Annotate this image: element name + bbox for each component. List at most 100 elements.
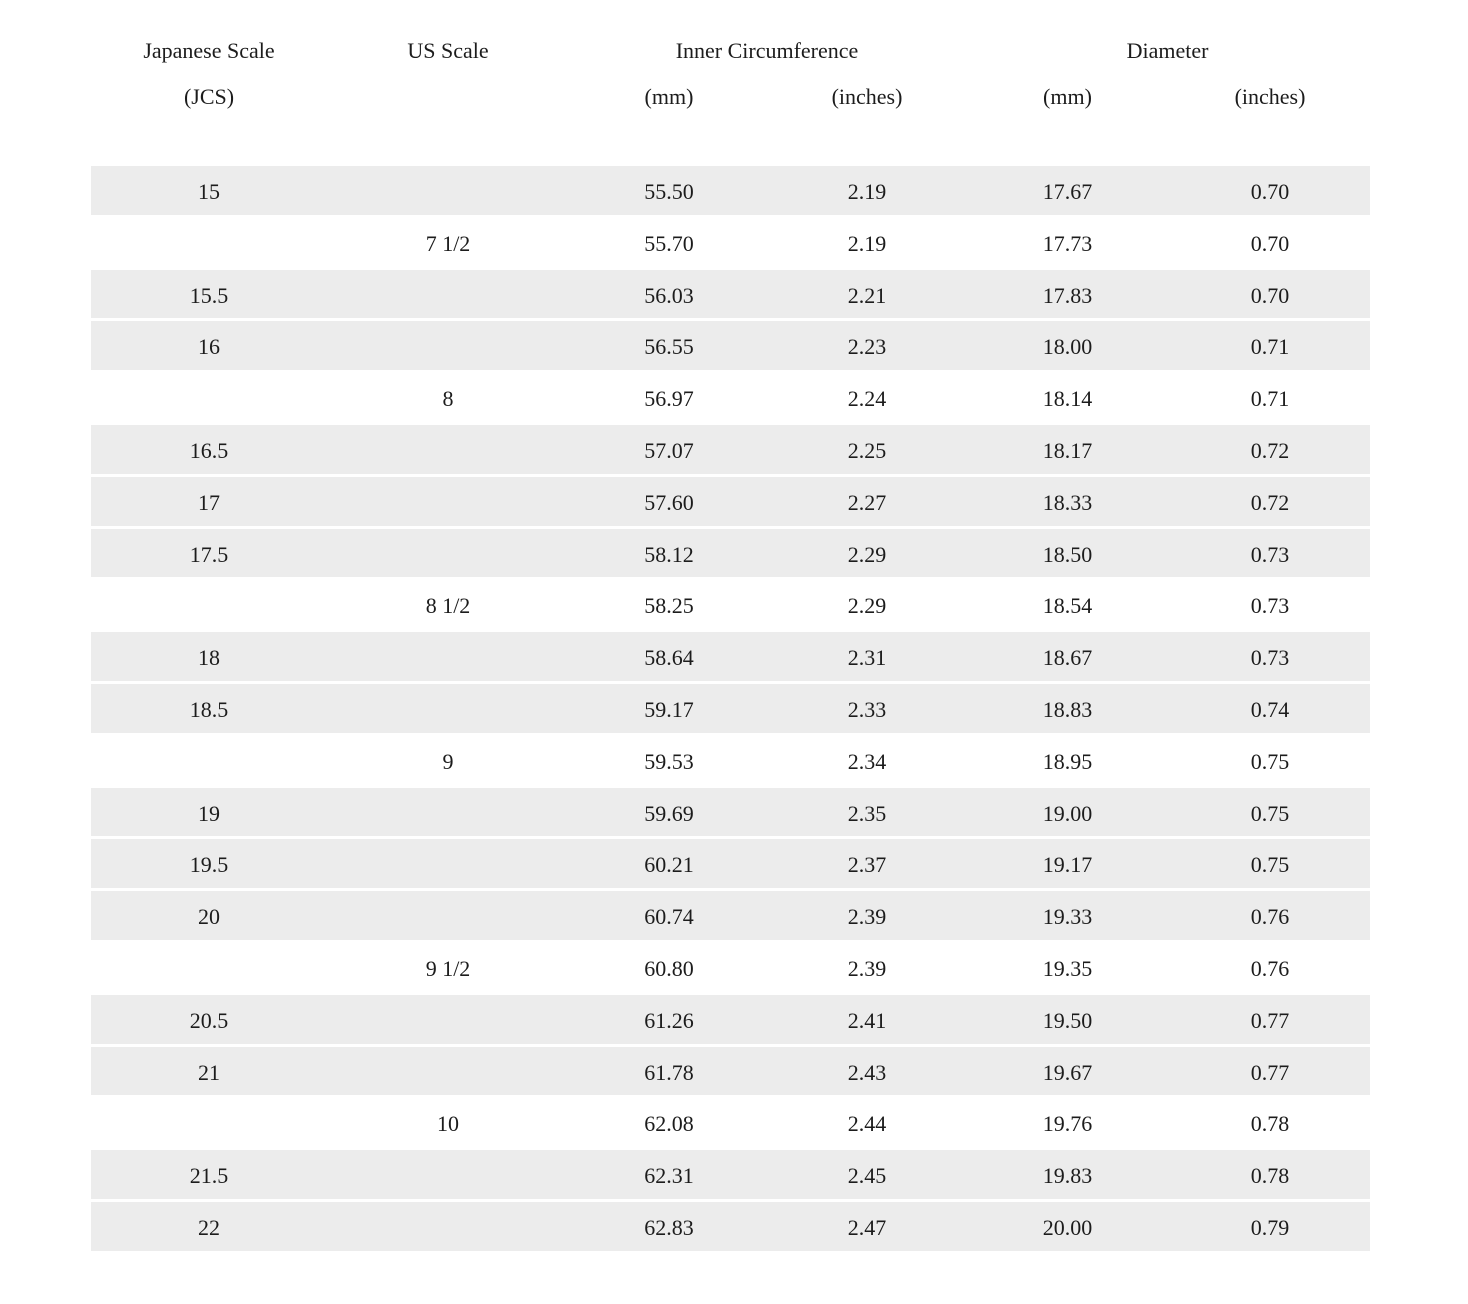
cell-jcs-size: 18.5 xyxy=(189,696,229,722)
cell-diameter-mm: 17.73 xyxy=(1042,230,1093,256)
cell-inner-circumference-inches: 2.19 xyxy=(847,179,887,204)
table-row: 17 57.60 2.27 18.33 0.72 xyxy=(91,476,1370,529)
cell-us-size xyxy=(327,995,569,1044)
cell-inner-circumference-inches: 2.19 xyxy=(847,230,887,256)
cell-inner-circumference-mm: 62.08 xyxy=(644,1111,694,1137)
cell-us-size xyxy=(327,1047,569,1096)
cell-diameter-inches: 0.72 xyxy=(1250,489,1290,515)
cell-jcs-size: 21.5 xyxy=(189,1163,229,1189)
cell-jcs-size: 17.5 xyxy=(189,541,229,567)
cell-jcs-size: 16 xyxy=(198,334,220,360)
cell-inner-circumference-inches: 2.45 xyxy=(847,1163,887,1189)
table-row: 21.5 62.31 2.45 19.83 0.78 xyxy=(91,1150,1370,1202)
cell-jcs-size: 19 xyxy=(198,800,220,826)
cell-diameter-mm: 18.17 xyxy=(1042,437,1093,463)
header-inner-circumference: Inner Circumference xyxy=(675,38,859,63)
header-circumference-inches-unit: (inches) xyxy=(831,84,903,109)
cell-us-size: 9 xyxy=(442,748,454,774)
cell-diameter-mm: 18.33 xyxy=(1042,489,1093,515)
cell-inner-circumference-inches: 2.35 xyxy=(847,800,887,826)
cell-diameter-inches: 0.72 xyxy=(1250,437,1290,463)
cell-us-size xyxy=(327,270,569,319)
cell-diameter-mm: 19.83 xyxy=(1042,1163,1093,1189)
cell-inner-circumference-inches: 2.23 xyxy=(847,334,887,360)
cell-jcs-size: 20 xyxy=(198,904,220,930)
cell-inner-circumference-mm: 60.74 xyxy=(644,904,694,930)
cell-us-size xyxy=(327,788,569,837)
cell-inner-circumference-mm: 58.25 xyxy=(644,593,694,619)
header-diameter-inches-unit: (inches) xyxy=(1234,84,1306,109)
cell-diameter-inches: 0.71 xyxy=(1250,334,1290,360)
cell-diameter-mm: 19.35 xyxy=(1042,955,1093,981)
cell-jcs-size: 17 xyxy=(198,489,220,515)
cell-us-size: 8 1/2 xyxy=(425,593,471,619)
cell-jcs-size: 20.5 xyxy=(189,1007,229,1033)
cell-inner-circumference-inches: 2.24 xyxy=(847,386,887,412)
table-row: 8 56.97 2.24 18.14 0.71 xyxy=(91,373,1370,425)
cell-diameter-mm: 19.50 xyxy=(1042,1007,1093,1033)
header-circumference-mm-unit: (mm) xyxy=(644,84,694,109)
cell-inner-circumference-mm: 62.83 xyxy=(644,1214,694,1240)
cell-us-size xyxy=(327,1150,569,1199)
cell-us-size xyxy=(327,1202,569,1251)
cell-inner-circumference-mm: 59.17 xyxy=(644,696,694,722)
cell-us-size xyxy=(327,166,569,215)
cell-diameter-mm: 18.83 xyxy=(1042,696,1093,722)
cell-diameter-inches: 0.70 xyxy=(1250,282,1290,308)
cell-diameter-mm: 17.83 xyxy=(1042,282,1093,308)
cell-jcs-size xyxy=(91,218,327,267)
cell-diameter-inches: 0.74 xyxy=(1250,696,1290,722)
cell-inner-circumference-mm: 56.03 xyxy=(644,282,694,308)
cell-jcs-size xyxy=(91,1098,327,1147)
cell-inner-circumference-inches: 2.34 xyxy=(847,748,887,774)
cell-inner-circumference-inches: 2.37 xyxy=(847,852,887,878)
cell-diameter-inches: 0.75 xyxy=(1250,800,1290,826)
cell-inner-circumference-mm: 58.64 xyxy=(644,645,694,671)
header-row-titles: Japanese Scale US Scale Inner Circumfere… xyxy=(91,36,1370,66)
table-row: 21 61.78 2.43 19.67 0.77 xyxy=(91,1046,1370,1099)
cell-inner-circumference-inches: 2.33 xyxy=(847,696,887,722)
cell-inner-circumference-mm: 61.26 xyxy=(644,1007,694,1033)
cell-diameter-inches: 0.76 xyxy=(1250,904,1290,930)
cell-diameter-mm: 19.67 xyxy=(1042,1059,1093,1085)
cell-inner-circumference-mm: 61.78 xyxy=(644,1059,694,1085)
cell-inner-circumference-inches: 2.31 xyxy=(847,645,887,671)
cell-diameter-mm: 18.54 xyxy=(1042,593,1093,619)
table-row: 16.5 57.07 2.25 18.17 0.72 xyxy=(91,424,1370,477)
cell-inner-circumference-inches: 2.41 xyxy=(847,1007,887,1033)
cell-diameter-inches: 0.75 xyxy=(1250,748,1290,774)
cell-diameter-mm: 19.76 xyxy=(1042,1111,1093,1137)
cell-jcs-size: 16.5 xyxy=(189,437,229,463)
cell-us-size: 10 xyxy=(437,1111,459,1137)
cell-diameter-inches: 0.73 xyxy=(1250,541,1290,567)
cell-diameter-inches: 0.79 xyxy=(1250,1214,1290,1240)
table-row: 15 55.50 2.19 17.67 0.70 xyxy=(91,166,1370,218)
table-row: 20.5 61.26 2.41 19.50 0.77 xyxy=(91,994,1370,1047)
cell-diameter-inches: 0.71 xyxy=(1250,386,1290,412)
cell-us-size xyxy=(327,891,569,940)
cell-inner-circumference-inches: 2.29 xyxy=(847,593,887,619)
cell-diameter-mm: 17.67 xyxy=(1042,179,1093,204)
cell-inner-circumference-mm: 56.97 xyxy=(644,386,694,412)
cell-inner-circumference-inches: 2.44 xyxy=(847,1111,887,1137)
table-row: 15.5 56.03 2.21 17.83 0.70 xyxy=(91,269,1370,322)
cell-us-size xyxy=(327,529,569,578)
header-diameter-mm-unit: (mm) xyxy=(1043,84,1092,109)
cell-diameter-mm: 19.00 xyxy=(1042,800,1093,826)
cell-jcs-size xyxy=(91,736,327,785)
cell-inner-circumference-mm: 58.12 xyxy=(644,541,694,567)
cell-us-size: 7 1/2 xyxy=(425,230,471,256)
cell-diameter-inches: 0.77 xyxy=(1250,1007,1290,1033)
cell-us-size xyxy=(327,321,569,370)
cell-us-size xyxy=(327,684,569,733)
cell-inner-circumference-mm: 59.69 xyxy=(644,800,694,826)
cell-jcs-size: 18 xyxy=(198,645,220,671)
cell-diameter-inches: 0.73 xyxy=(1250,593,1290,619)
table-row: 7 1/2 55.70 2.19 17.73 0.70 xyxy=(91,217,1370,270)
cell-us-size: 9 1/2 xyxy=(425,955,471,981)
header-jcs-abbreviation: (JCS) xyxy=(183,84,235,109)
cell-us-size xyxy=(327,632,569,681)
cell-inner-circumference-inches: 2.39 xyxy=(847,904,887,930)
cell-diameter-mm: 18.14 xyxy=(1042,386,1093,412)
